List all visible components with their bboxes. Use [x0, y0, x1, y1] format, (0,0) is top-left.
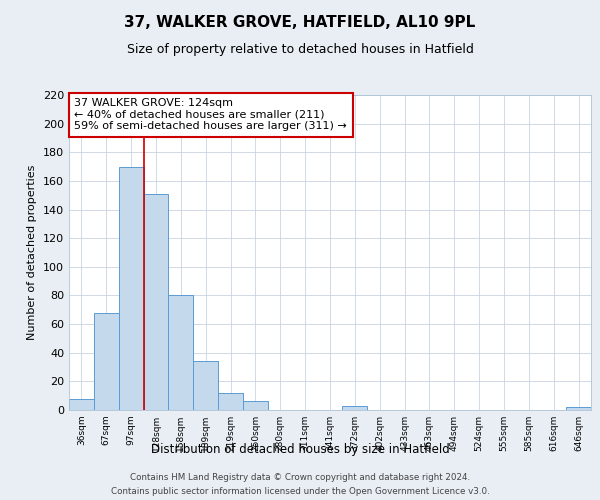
Bar	[69, 398, 94, 410]
Text: 37, WALKER GROVE, HATFIELD, AL10 9PL: 37, WALKER GROVE, HATFIELD, AL10 9PL	[124, 15, 476, 30]
Text: 37 WALKER GROVE: 124sqm
← 40% of detached houses are smaller (211)
59% of semi-d: 37 WALKER GROVE: 124sqm ← 40% of detache…	[74, 98, 347, 132]
Bar	[143, 194, 169, 410]
Text: Size of property relative to detached houses in Hatfield: Size of property relative to detached ho…	[127, 42, 473, 56]
Bar	[566, 407, 591, 410]
Text: Distribution of detached houses by size in Hatfield: Distribution of detached houses by size …	[151, 442, 449, 456]
Text: Contains HM Land Registry data © Crown copyright and database right 2024.: Contains HM Land Registry data © Crown c…	[130, 472, 470, 482]
Text: Contains public sector information licensed under the Open Government Licence v3: Contains public sector information licen…	[110, 488, 490, 496]
Bar	[119, 166, 143, 410]
Bar	[243, 402, 268, 410]
Bar	[94, 312, 119, 410]
Bar	[218, 393, 243, 410]
Bar	[343, 406, 367, 410]
Bar	[169, 296, 193, 410]
Bar	[193, 362, 218, 410]
Y-axis label: Number of detached properties: Number of detached properties	[28, 165, 37, 340]
